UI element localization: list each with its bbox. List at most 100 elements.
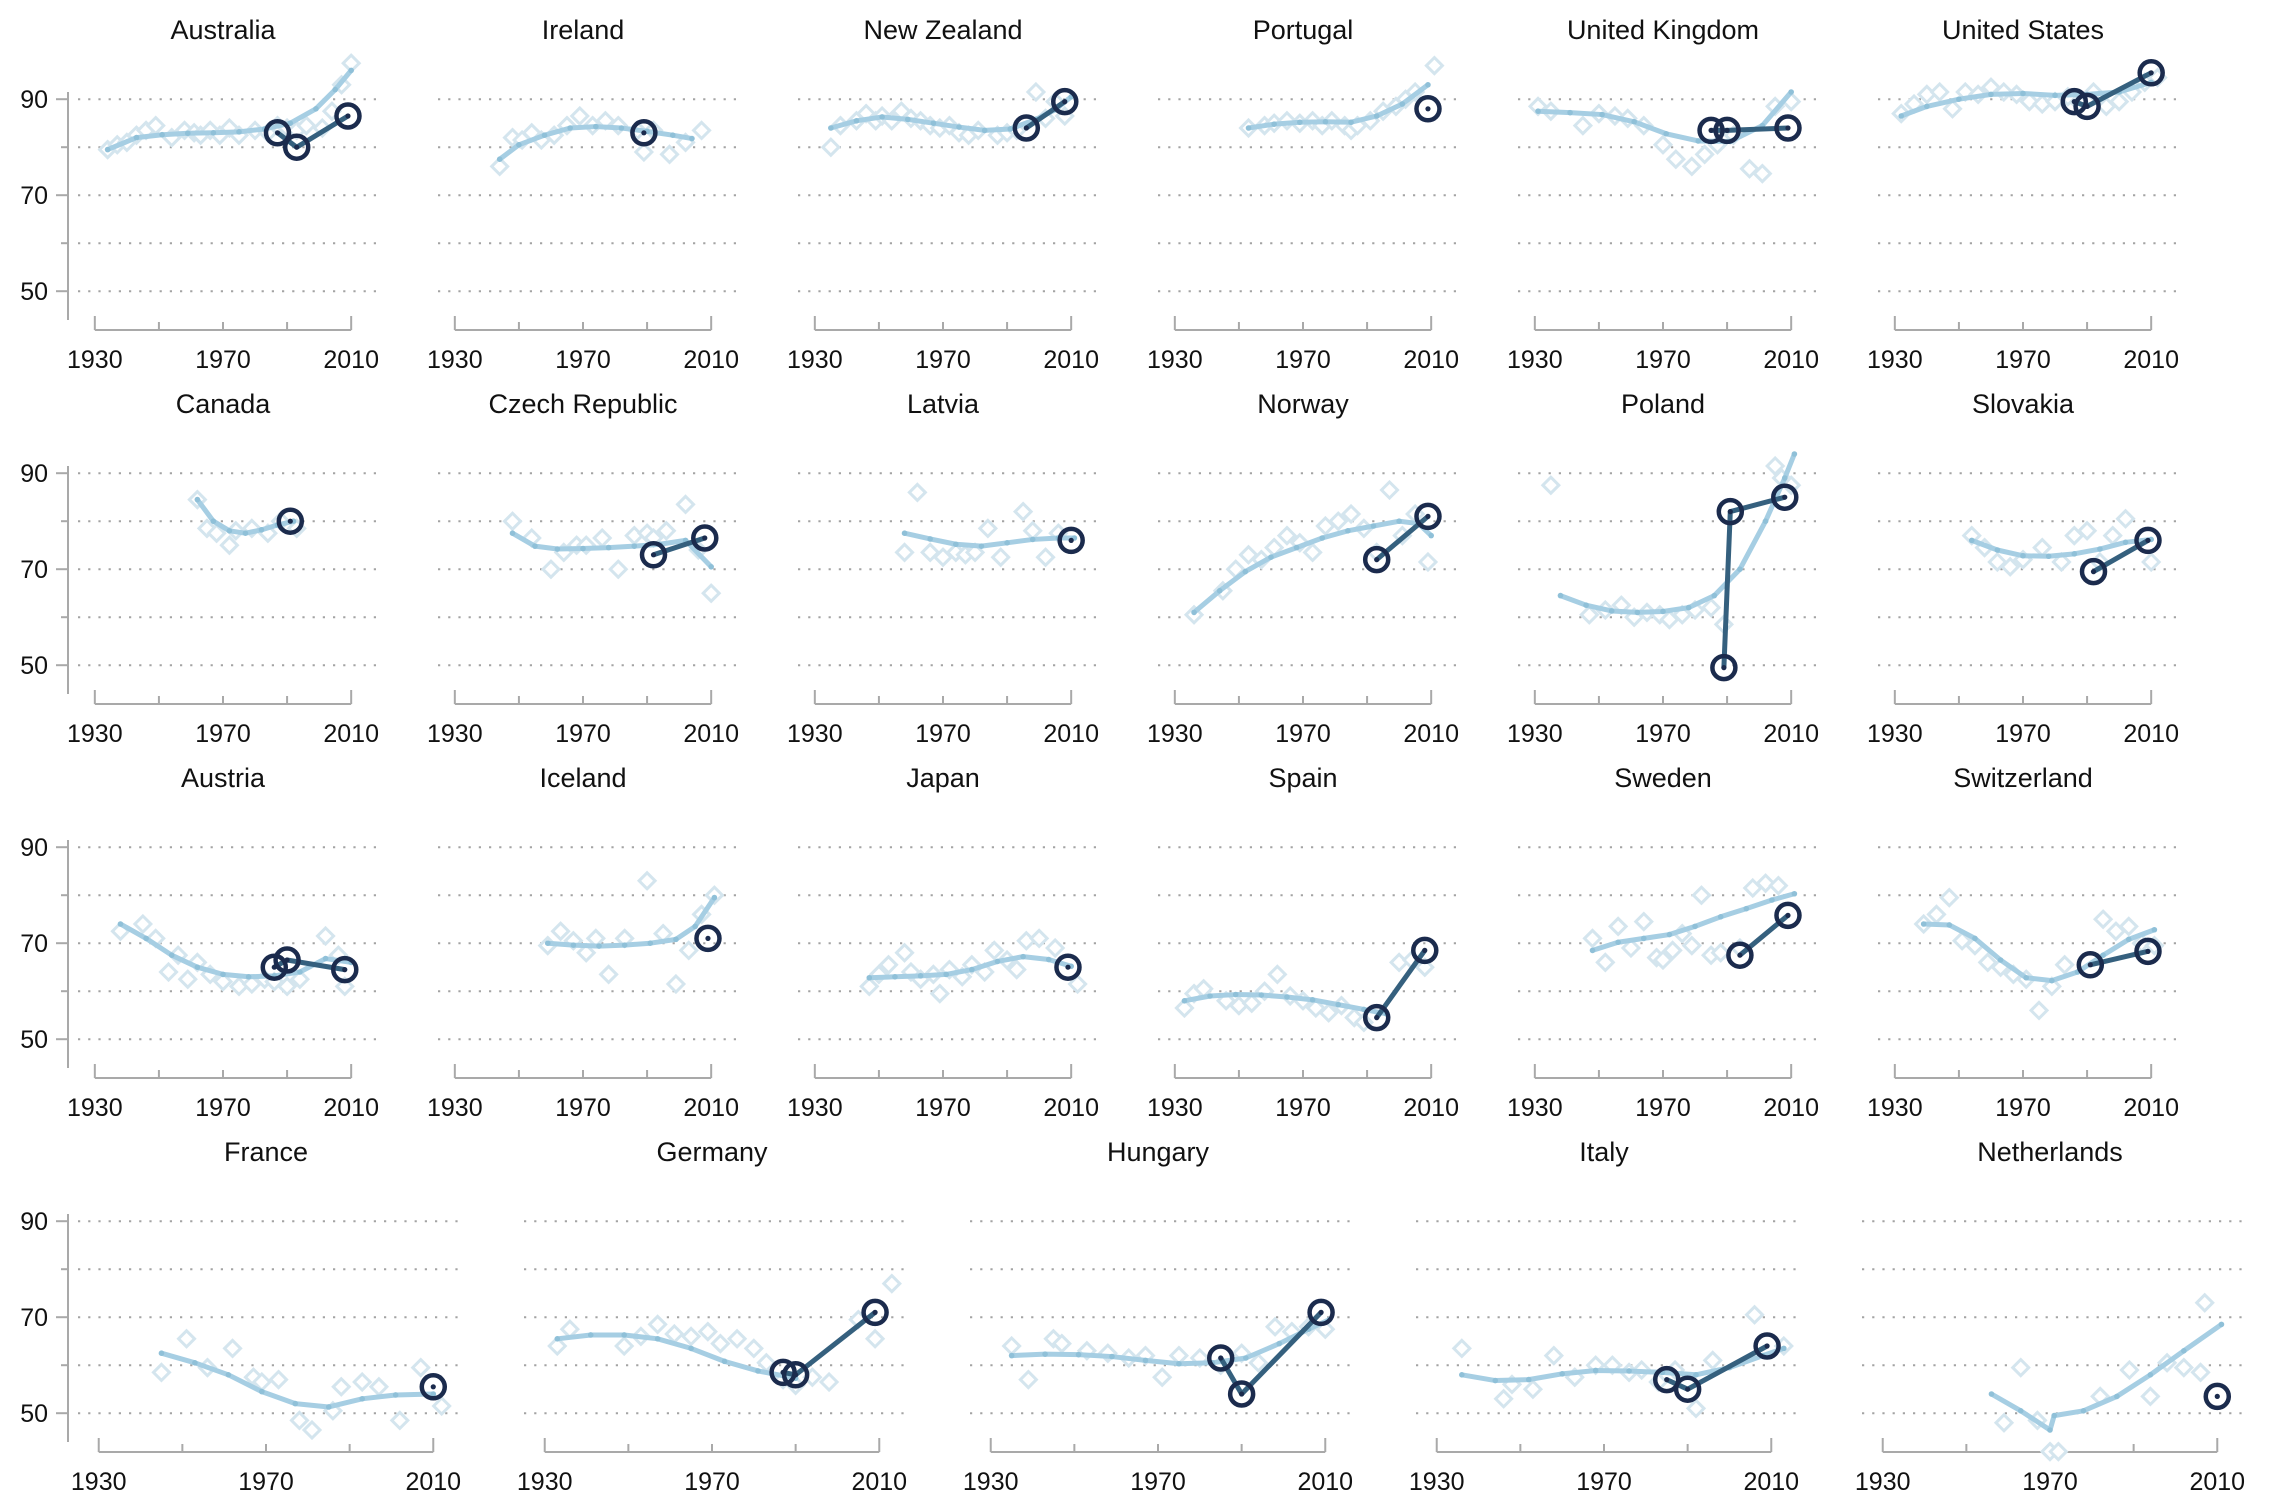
scatter-diamond xyxy=(1045,937,1066,959)
scatter-diamond xyxy=(675,494,696,515)
trend-dot xyxy=(1557,592,1564,599)
scatter-diamond xyxy=(158,961,179,983)
x-tick-label: 1970 xyxy=(555,346,611,374)
x-tick-label: 1930 xyxy=(1867,346,1923,374)
trend-dot xyxy=(430,1391,437,1397)
recent-point-ring xyxy=(1411,936,1439,965)
scatter-diamond xyxy=(2102,525,2123,546)
scatter-diamond xyxy=(1318,1002,1339,1023)
x-tick-label: 1970 xyxy=(2022,1468,2078,1496)
panel-title: Norway xyxy=(1257,389,1349,419)
scatter-diamond xyxy=(2000,556,2021,577)
recent-point-dot xyxy=(2148,70,2154,76)
trend-dot xyxy=(1968,537,1975,544)
trend-line xyxy=(545,895,717,949)
trend-dot xyxy=(1592,1367,1599,1374)
recent-point-dot xyxy=(274,130,281,136)
scatter-diamond xyxy=(268,1369,289,1390)
panel-japan: Japan 1930 1970 2010 xyxy=(787,763,1099,1122)
trend-dot xyxy=(1396,518,1402,524)
recent-point-dot xyxy=(1374,557,1380,563)
scatter-diamond xyxy=(1752,163,1773,184)
panel-united-states: United States 1930 1970 2010 xyxy=(1867,15,2179,374)
trend-dot xyxy=(1631,118,1637,125)
scatter-diamond xyxy=(1174,997,1195,1019)
x-tick-label: 2010 xyxy=(2189,1468,2245,1496)
trend-dot xyxy=(1268,554,1274,560)
x-tick-label: 1930 xyxy=(1507,720,1563,748)
recent-point-ring xyxy=(282,133,311,161)
trend-dot xyxy=(158,1350,165,1356)
panel-latvia: Latvia 1930 1970 2010 xyxy=(787,389,1099,748)
x-tick-label: 2010 xyxy=(323,720,379,748)
trend-dot xyxy=(1322,118,1329,125)
x-tick-label: 1970 xyxy=(684,1468,740,1496)
recent-point-ring xyxy=(1307,1298,1335,1327)
recent-point-ring xyxy=(1774,114,1802,142)
x-tick-label: 1930 xyxy=(1147,720,1203,748)
recent-point-dot xyxy=(1374,1015,1380,1021)
panel-norway: Norway 1930 1970 2010 xyxy=(1147,389,1459,748)
scatter-diamond xyxy=(276,976,298,997)
scatter-diamond xyxy=(1993,1412,2015,1433)
trend-dot xyxy=(1370,523,1377,529)
recent-point-ring xyxy=(1753,1332,1781,1360)
trend-dot xyxy=(647,940,654,946)
trend-dot xyxy=(1615,939,1621,946)
recent-point-ring xyxy=(1227,1380,1256,1408)
panel-title: United States xyxy=(1942,15,2104,45)
trend-dot xyxy=(532,543,538,549)
y-tick-label: 70 xyxy=(20,182,48,210)
scatter-diamond xyxy=(2190,1362,2211,1383)
trend-dot xyxy=(554,546,561,552)
scatter-diamond xyxy=(598,964,619,985)
trend-dot xyxy=(322,955,329,962)
scatter-diamond xyxy=(614,1335,635,1357)
trend-dot xyxy=(332,86,338,93)
scatter-diamond xyxy=(1328,511,1349,532)
recent-point-ring xyxy=(1362,545,1391,574)
recent-connector xyxy=(1024,99,1067,131)
trend-dot xyxy=(853,118,860,124)
trend-dot xyxy=(2020,90,2026,97)
trend-dot xyxy=(1769,897,1775,903)
panel-new-zealand: New Zealand 1930 1970 2010 xyxy=(787,15,1099,374)
trend-dot xyxy=(1399,101,1406,107)
trend-dot xyxy=(1075,1351,1082,1358)
panel-sweden: Sweden 1930 1970 2010 xyxy=(1507,763,1819,1122)
scatter-diamond xyxy=(1067,973,1088,995)
recent-point-dot xyxy=(1065,964,1071,970)
trend-dot xyxy=(168,952,175,958)
trend-dot xyxy=(1042,1351,1048,1357)
panel-title: Germany xyxy=(656,1137,768,1167)
trend-dot xyxy=(1692,923,1698,930)
scatter-diamond xyxy=(697,1321,718,1342)
recent-point-ring xyxy=(861,1298,889,1327)
scatter-diamond xyxy=(2028,1000,2050,1021)
x-tick-label: 1970 xyxy=(915,720,971,748)
recent-point-dot xyxy=(1218,1355,1224,1361)
trend-dot xyxy=(917,973,924,979)
scatter-diamond xyxy=(576,942,597,963)
trend-dot xyxy=(2125,936,2132,943)
trend-dot xyxy=(1309,997,1316,1003)
recent-point-ring xyxy=(769,1358,797,1387)
x-tick-label: 2010 xyxy=(405,1468,461,1496)
scatter-diamond xyxy=(1694,144,1715,165)
scatter-diamond xyxy=(984,940,1005,961)
recent-point-ring xyxy=(331,955,359,984)
x-tick-label: 1930 xyxy=(1507,1094,1563,1122)
x-tick-label: 1970 xyxy=(1576,1468,1632,1496)
panel-title: Canada xyxy=(176,389,272,419)
trend-line xyxy=(554,1332,799,1381)
trend-dot xyxy=(1176,1360,1182,1367)
scatter-diamond xyxy=(2118,916,2139,937)
trend-dot xyxy=(1994,547,2001,553)
y-tick-label: 90 xyxy=(20,460,48,488)
scatter-diamond xyxy=(2115,508,2136,529)
x-tick-label: 2010 xyxy=(1043,346,1099,374)
trend-dot xyxy=(2181,1348,2187,1354)
trend-dot xyxy=(828,125,834,131)
recent-point-ring xyxy=(2137,59,2165,87)
